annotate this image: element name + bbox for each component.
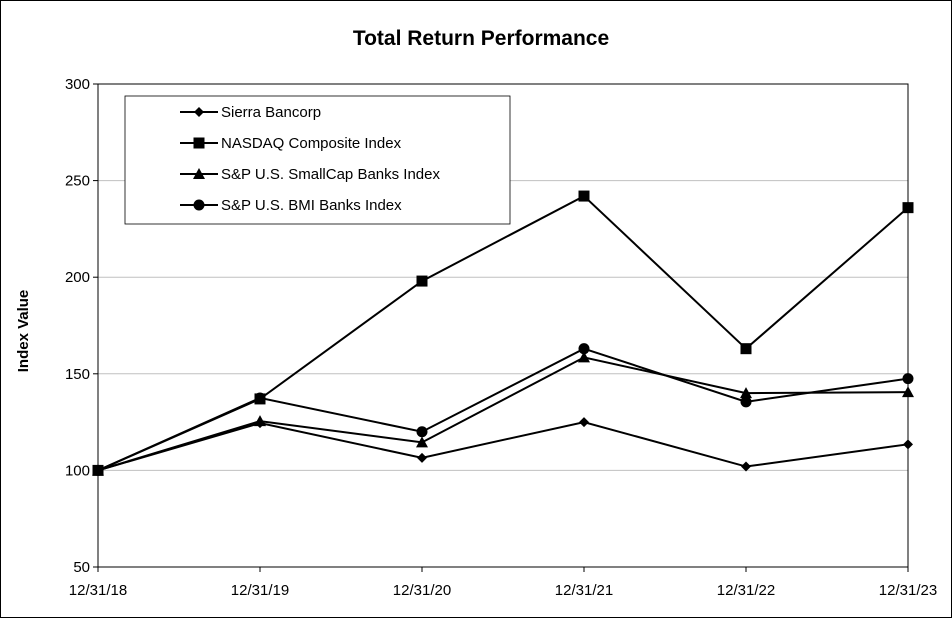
data-point-circle [416,426,428,438]
data-point-triangle [902,386,914,398]
x-tick-label: 12/31/18 [69,582,127,599]
data-point-triangle [578,351,590,363]
legend-marker-triangle [193,168,205,179]
data-point-diamond [741,461,751,472]
series-line [97,347,909,472]
legend-label: S&P U.S. BMI Banks Index [221,197,402,214]
data-point-triangle [254,415,266,427]
legend-item: NASDAQ Composite Index [180,135,402,152]
legend-marker-diamond [194,107,204,117]
legend-label: NASDAQ Composite Index [221,135,402,152]
legend-box [124,95,511,225]
legend-marker-square [193,137,205,149]
data-point-circle [740,396,752,408]
y-tick-label: 200 [65,269,90,286]
series-2 [92,190,914,476]
y-tick-label: 250 [65,173,90,190]
data-point-diamond [579,417,589,428]
x-tick-label: 12/31/19 [231,582,289,599]
legend-label: Sierra Bancorp [221,104,321,121]
legend: Sierra Bancorp NASDAQ Composite Index S&P … [124,95,511,225]
plot-area [97,83,909,568]
series-4 [92,343,914,476]
data-point-circle [902,373,914,385]
legend-item: S&P U.S. SmallCap Banks Index [180,166,440,183]
data-point-circle [578,343,590,355]
data-point-triangle [740,387,752,399]
axis-layer: 50 100 150 200 250 300 12/31/18 12/31/19 12/31/2… [65,76,937,599]
x-tick-label: 12/31/21 [555,582,613,599]
series-3 [92,351,914,476]
data-point-square [416,275,428,287]
series-1 [93,417,913,476]
data-point-diamond [417,452,427,463]
x-tick-label: 12/31/23 [879,582,937,599]
legend-marker-circle [193,199,205,211]
x-tick-label: 12/31/20 [393,582,451,599]
data-point-square [902,202,914,214]
data-point-triangle [416,436,428,448]
data-point-square [740,343,752,355]
y-tick-label: 50 [73,559,90,576]
legend-label: S&P U.S. SmallCap Banks Index [221,166,440,183]
legend-item: S&P U.S. BMI Banks Index [180,197,402,214]
y-tick-label: 100 [65,462,90,479]
series-line [97,421,909,472]
y-axis-label: Index Value [15,290,32,373]
series-line [97,194,909,472]
data-point-circle [92,464,104,476]
legend-item: Sierra Bancorp [180,104,321,121]
chart-title: Total Return Performance [353,27,609,50]
data-point-circle [254,392,266,404]
series-layer [92,190,914,476]
series-line [97,356,909,472]
data-point-diamond [903,439,913,450]
x-tick-label: 12/31/22 [717,582,775,599]
y-tick-label: 300 [65,76,90,93]
y-tick-label: 150 [65,366,90,383]
data-point-square [578,190,590,202]
